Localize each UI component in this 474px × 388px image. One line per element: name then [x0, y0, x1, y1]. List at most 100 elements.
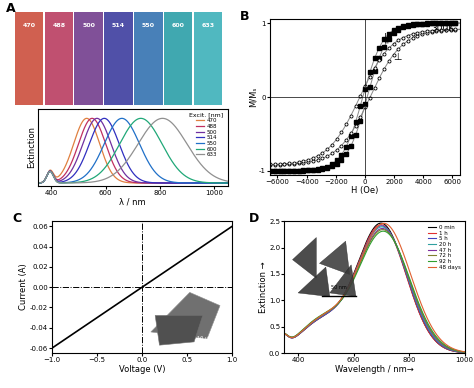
- X-axis label: λ / nm: λ / nm: [119, 198, 146, 207]
- 48 days: [361, 250, 366, 255]
- 5 h: [405, 277, 411, 282]
- 600: [117, 141, 123, 146]
- Line: 1 h: 1 h: [284, 225, 465, 353]
- 92 h: [282, 331, 287, 336]
- Text: ⊥: ⊥: [393, 52, 402, 62]
- Line: 470: 470: [38, 118, 228, 183]
- Text: 550: 550: [142, 23, 155, 28]
- 633: [60, 181, 66, 185]
- Line: 5 h: 5 h: [284, 226, 465, 352]
- 1 h: [378, 222, 384, 227]
- 633: [117, 166, 123, 171]
- 500: [225, 181, 230, 185]
- 600: [67, 180, 73, 185]
- 47 h: [282, 331, 287, 336]
- 72 h: [282, 331, 287, 336]
- 5 h: [361, 249, 366, 253]
- 514: [139, 178, 145, 183]
- 48 days: [300, 328, 306, 333]
- 0 min: [282, 331, 287, 336]
- 470: [67, 152, 73, 157]
- Line: 488: 488: [38, 118, 228, 183]
- 20 h: [300, 328, 306, 333]
- 488: [89, 116, 95, 121]
- 20 h: [426, 326, 431, 331]
- Text: C: C: [12, 212, 22, 225]
- Line: 550: 550: [38, 118, 228, 183]
- 0 min: [405, 279, 411, 283]
- 470: [118, 178, 123, 183]
- Line: 600: 600: [38, 118, 228, 183]
- Text: 470: 470: [23, 23, 36, 28]
- Bar: [45, 12, 73, 105]
- 470: [139, 181, 145, 185]
- 633: [35, 181, 41, 185]
- 514: [101, 116, 107, 121]
- X-axis label: Voltage (V): Voltage (V): [119, 365, 165, 374]
- Bar: [104, 12, 133, 105]
- 1 h: [361, 247, 366, 252]
- 550: [99, 147, 105, 152]
- 500: [99, 120, 105, 125]
- 1 h: [462, 350, 467, 355]
- 550: [139, 146, 145, 151]
- 500: [94, 116, 100, 121]
- 514: [35, 181, 41, 185]
- 20 h: [282, 331, 287, 336]
- 92 h: [380, 229, 386, 234]
- 5 h: [426, 327, 431, 332]
- 500: [60, 177, 66, 182]
- 0 min: [378, 221, 384, 225]
- 47 h: [355, 267, 360, 272]
- 633: [160, 116, 165, 121]
- 48 days: [381, 221, 387, 226]
- Y-axis label: Extinction: Extinction: [27, 126, 36, 168]
- 1 h: [426, 329, 431, 334]
- X-axis label: Wavelength / nm→: Wavelength / nm→: [335, 365, 414, 374]
- 488: [225, 181, 230, 185]
- 500: [118, 164, 123, 169]
- 0 min: [426, 329, 431, 333]
- Text: 514: 514: [112, 23, 125, 28]
- 1 h: [422, 323, 428, 328]
- 550: [35, 181, 41, 185]
- 633: [139, 136, 145, 141]
- 500: [35, 181, 41, 185]
- 550: [119, 116, 125, 121]
- 48 days: [405, 265, 411, 270]
- 600: [225, 181, 230, 185]
- 72 h: [405, 274, 411, 279]
- 514: [60, 179, 66, 184]
- 550: [135, 137, 141, 142]
- 47 h: [361, 252, 366, 256]
- 500: [139, 180, 145, 185]
- Text: 600: 600: [172, 23, 184, 28]
- 20 h: [355, 266, 360, 270]
- Line: 20 h: 20 h: [284, 227, 465, 352]
- 514: [135, 175, 141, 180]
- 488: [139, 180, 145, 185]
- 92 h: [426, 322, 431, 327]
- 47 h: [405, 275, 411, 279]
- 470: [84, 116, 90, 121]
- 5 h: [282, 331, 287, 336]
- 550: [67, 180, 73, 185]
- 20 h: [462, 350, 467, 355]
- Text: 633: 633: [201, 23, 214, 28]
- 72 h: [422, 317, 428, 322]
- Line: 48 days: 48 days: [284, 223, 465, 352]
- 470: [99, 148, 105, 153]
- Text: ||: ||: [384, 33, 391, 43]
- 600: [135, 117, 140, 121]
- Text: A: A: [6, 2, 16, 16]
- 500: [67, 171, 73, 175]
- Line: 500: 500: [38, 118, 228, 183]
- 1 h: [355, 263, 360, 268]
- 0 min: [355, 263, 360, 267]
- 0 min: [462, 350, 467, 355]
- Text: 300K: 300K: [431, 24, 454, 33]
- 550: [60, 180, 66, 185]
- Line: 72 h: 72 h: [284, 230, 465, 352]
- 47 h: [422, 319, 428, 323]
- 72 h: [462, 350, 467, 355]
